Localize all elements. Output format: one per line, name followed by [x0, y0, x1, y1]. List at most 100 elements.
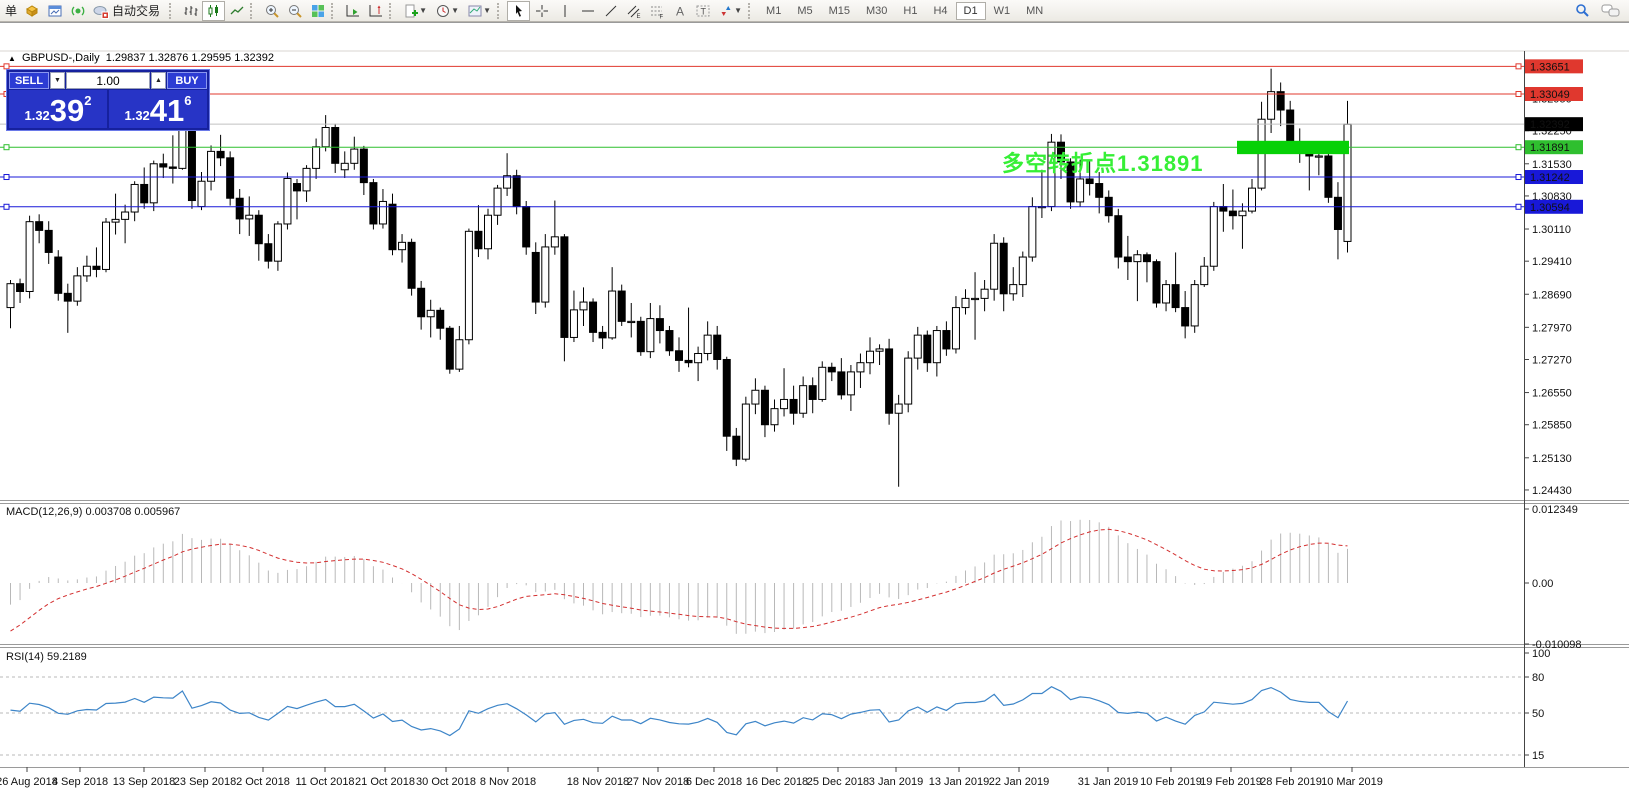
vertical-line-icon[interactable] — [553, 1, 576, 21]
templates-button[interactable]: ▼ — [463, 1, 495, 21]
date-tick-label: 28 Feb 2019 — [1260, 776, 1322, 788]
buy-button[interactable]: BUY — [167, 72, 207, 89]
crosshair-icon[interactable] — [530, 1, 553, 21]
candle-body — [741, 403, 750, 460]
candle-body — [531, 251, 540, 303]
buy-price[interactable]: 1.32 41 6 — [109, 90, 207, 128]
date-tick-label: 25 Dec 2018 — [807, 776, 869, 788]
date-tick-label: 10 Mar 2019 — [1321, 776, 1383, 788]
auto-scroll-icon[interactable] — [341, 1, 364, 21]
autotrading-button[interactable]: 自动交易 — [89, 1, 167, 21]
periods-button[interactable]: ▼ — [431, 1, 463, 21]
toolbar-grip[interactable] — [331, 2, 337, 19]
zoom-in-icon[interactable] — [260, 1, 283, 21]
candlestick-chart-icon[interactable] — [202, 0, 226, 21]
timeframe-m1[interactable]: M1 — [766, 4, 782, 17]
timeframe-mn[interactable]: MN — [1026, 4, 1044, 17]
price-label-box — [1525, 87, 1583, 101]
candle-body — [245, 214, 254, 220]
chat-icon[interactable] — [1601, 3, 1621, 19]
price-label-text: 1.33049 — [1530, 89, 1570, 101]
zoom-out-icon[interactable] — [283, 1, 306, 21]
candle-body — [1248, 187, 1256, 212]
candle-body — [82, 265, 91, 277]
line-handle[interactable] — [3, 144, 10, 151]
price-label-box — [1525, 117, 1583, 132]
new-order-button[interactable]: 单 — [5, 4, 18, 18]
sell-price-prefix: 1.32 — [24, 108, 50, 123]
toolbar-grip[interactable] — [250, 2, 256, 19]
date-tick-label: 2 Oct 2018 — [236, 776, 290, 788]
timeframe-m30[interactable]: M30 — [866, 4, 888, 17]
candle-body — [73, 275, 82, 302]
toolbar-grip[interactable] — [169, 2, 175, 19]
timeframe-w1[interactable]: W1 — [993, 4, 1011, 17]
fibonacci-icon[interactable]: F — [645, 1, 668, 21]
trendline-icon[interactable] — [599, 1, 622, 21]
periods-icon — [436, 4, 449, 17]
text-label-icon[interactable]: T — [691, 1, 714, 21]
candle-body — [273, 223, 282, 262]
candle-body — [780, 398, 789, 410]
line-handle[interactable] — [1515, 63, 1522, 70]
horizontal-line-icon[interactable] — [576, 1, 599, 21]
line-handle[interactable] — [1515, 174, 1522, 181]
arrows-button[interactable]: ▼ — [714, 1, 746, 21]
sell-button[interactable]: SELL — [9, 72, 49, 89]
sell-price[interactable]: 1.32 39 2 — [9, 90, 107, 128]
volume-up-icon[interactable]: ▲ — [151, 72, 166, 89]
timeframe-m15[interactable]: M15 — [828, 4, 850, 17]
date-tick-label: 31 Jan 2019 — [1078, 776, 1139, 788]
tile-windows-icon[interactable] — [306, 1, 329, 21]
cursor-icon[interactable] — [507, 0, 531, 21]
volume-down-icon[interactable]: ▼ — [50, 72, 65, 89]
candle-body — [1181, 307, 1190, 327]
toolbar-grip[interactable] — [748, 2, 754, 19]
line-handle[interactable] — [3, 203, 10, 210]
search-icon[interactable] — [1574, 2, 1591, 19]
date-tick-label: 26 Aug 2018 — [0, 776, 58, 788]
signals-icon[interactable] — [66, 1, 89, 21]
chart-window-icon[interactable] — [43, 1, 66, 21]
timeframe-h1[interactable]: H1 — [903, 4, 918, 17]
candle-body — [312, 146, 321, 169]
line-handle[interactable] — [1515, 144, 1522, 151]
line-handle[interactable] — [3, 174, 10, 181]
price-label-box — [1525, 170, 1583, 185]
chart-title[interactable]: ▲ GBPUSD-,Daily 1.29837 1.32876 1.29595 … — [8, 52, 274, 64]
timeframe-h4[interactable]: H4 — [933, 4, 948, 17]
text-icon[interactable]: A — [668, 1, 691, 21]
line-handle[interactable] — [1515, 91, 1522, 97]
candle-body — [1133, 254, 1142, 263]
buy-price-prefix: 1.32 — [124, 108, 150, 123]
candle-body — [254, 214, 263, 245]
timeframe-d1[interactable]: D1 — [955, 1, 986, 20]
toolbar-grip[interactable] — [497, 2, 503, 19]
price-tick-label: 1.29410 — [1532, 256, 1572, 268]
chart-canvas[interactable]: 1.329501.322501.315301.308301.301101.294… — [0, 23, 1629, 797]
rsi-indicator-label: RSI(14) 59.2189 — [6, 651, 87, 663]
line-handle[interactable] — [1515, 203, 1522, 210]
supply-zone-rect[interactable] — [1237, 140, 1349, 155]
candle-body — [149, 163, 158, 204]
chart-shift-icon[interactable] — [364, 1, 387, 21]
indicators-button[interactable]: ▼ — [399, 1, 431, 21]
volume-input[interactable] — [66, 72, 150, 89]
date-tick-label: 10 Feb 2019 — [1140, 776, 1202, 788]
candle-body — [1162, 284, 1171, 304]
sell-price-main: 39 — [49, 93, 85, 128]
line-chart-icon[interactable] — [225, 1, 248, 21]
timeframe-m5[interactable]: M5 — [797, 4, 813, 17]
bar-chart-icon[interactable] — [179, 1, 202, 21]
toolbar-grip[interactable] — [389, 2, 395, 19]
pivot-annotation-text[interactable]: 多空转折点1.31891 — [1002, 151, 1204, 176]
channel-icon[interactable]: E — [622, 1, 645, 21]
market-watch-icon[interactable] — [20, 1, 43, 21]
collapse-arrow-icon[interactable]: ▲ — [8, 54, 16, 63]
line-handle[interactable] — [3, 63, 10, 70]
candle-body — [789, 398, 798, 414]
macd-axis-label: -0.010098 — [1532, 639, 1582, 651]
candle-body — [1333, 196, 1342, 230]
svg-text:E: E — [636, 14, 640, 19]
candle-body — [904, 357, 913, 405]
